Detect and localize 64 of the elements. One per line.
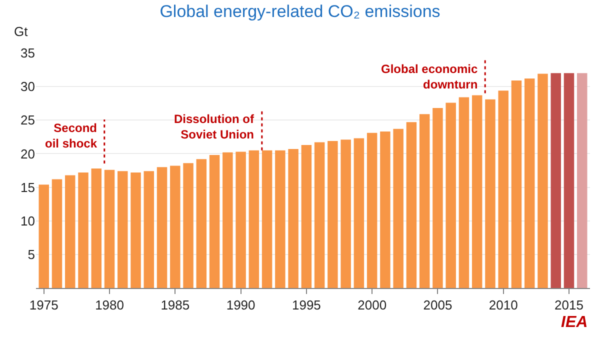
bar [524, 78, 535, 288]
bar [538, 74, 548, 288]
bar [38, 184, 49, 288]
bar [248, 150, 260, 288]
bar [485, 99, 496, 288]
bar [196, 159, 207, 288]
bar [104, 170, 115, 288]
bar [275, 150, 286, 288]
bar [380, 132, 390, 288]
y-tick-label: 30 [20, 79, 35, 94]
bar [301, 144, 312, 288]
y-tick-label: 20 [20, 146, 35, 162]
x-tick-label: 2015 [554, 298, 584, 313]
x-tick-label: 1985 [160, 298, 190, 313]
y-axis-title: Gt [14, 24, 28, 39]
bar [288, 149, 298, 288]
y-tick-label: 5 [28, 246, 35, 262]
bar [314, 142, 325, 288]
bar [458, 97, 470, 288]
bar [419, 114, 430, 288]
bar [393, 128, 404, 288]
bar [432, 108, 443, 288]
x-tick-label: 1990 [226, 298, 256, 313]
bar [354, 138, 364, 288]
bar [183, 163, 194, 288]
bar [328, 140, 338, 288]
bar [446, 102, 456, 288]
bar [511, 80, 522, 288]
bar [222, 152, 233, 288]
bar [78, 172, 88, 288]
bar [406, 122, 417, 288]
bar [156, 167, 168, 288]
bar [472, 95, 482, 288]
y-tick-label: 25 [20, 112, 35, 128]
y-tick-label: 35 [20, 46, 35, 61]
x-tick-label: 2010 [488, 298, 518, 313]
x-tick-label: 2000 [358, 298, 387, 313]
x-tick-label: 1995 [292, 298, 321, 313]
y-tick-label: 15 [20, 180, 35, 195]
annotation: Global economic downturn [381, 62, 478, 92]
bar [340, 140, 351, 288]
bar [498, 90, 508, 288]
text: IEA [561, 314, 588, 331]
bar [91, 168, 102, 288]
bar [236, 152, 246, 288]
bar [130, 172, 141, 288]
bar [52, 179, 62, 288]
bar [170, 166, 180, 288]
bar [144, 171, 154, 288]
annotation: Second oil shock [45, 121, 98, 151]
bar [366, 132, 378, 288]
x-tick-label: 1975 [29, 298, 58, 313]
y-tick-label: 10 [20, 213, 35, 228]
x-tick-label: 1980 [95, 298, 124, 313]
bar [577, 73, 588, 288]
chart-title: Global energy-related CO₂ emissions [160, 2, 440, 21]
bar [550, 73, 561, 288]
x-tick-label: 2005 [423, 298, 452, 313]
bar [65, 175, 76, 288]
bar [118, 171, 128, 288]
annotation: Dissolution of Soviet Union [174, 112, 255, 142]
bar [564, 73, 574, 288]
bar [209, 155, 220, 288]
bar [262, 150, 272, 288]
